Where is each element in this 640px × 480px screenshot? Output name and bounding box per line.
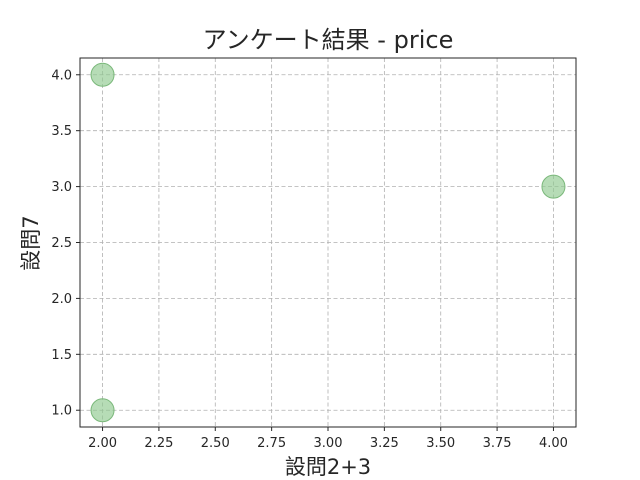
y-tick-label: 1.0 <box>51 404 72 419</box>
y-tick-label: 4.0 <box>51 68 72 83</box>
x-tick-label: 3.50 <box>426 436 455 451</box>
y-tick-label: 1.5 <box>51 348 72 363</box>
point-layer <box>90 62 566 423</box>
x-tick-label: 3.25 <box>370 436 399 451</box>
y-tick-label: 3.5 <box>51 124 72 139</box>
grid-layer <box>80 58 576 427</box>
x-axis-label: 設問2+3 <box>285 455 371 479</box>
y-axis-label: 設問7 <box>19 215 43 270</box>
tick-layer: 2.00 2.25 2.50 2.75 3.00 3.25 3.50 3.75 4.00 1.0 1… <box>51 68 568 451</box>
x-tick-label: 3.75 <box>483 436 512 451</box>
x-tick-label: 2.50 <box>201 436 230 451</box>
x-tick-label: 4.00 <box>539 436 568 451</box>
x-tick-label: 2.25 <box>144 436 173 451</box>
scatter-point <box>90 62 115 87</box>
x-tick-label: 3.00 <box>314 436 343 451</box>
y-tick-label: 2.5 <box>51 236 72 251</box>
chart-title: アンケート結果 - price <box>203 26 454 54</box>
x-tick-label: 2.00 <box>88 436 117 451</box>
x-tick-label: 2.75 <box>257 436 286 451</box>
y-tick-label: 2.0 <box>51 292 72 307</box>
scatter-point <box>541 174 566 199</box>
y-tick-label: 3.0 <box>51 180 72 195</box>
scatter-point <box>90 398 115 423</box>
